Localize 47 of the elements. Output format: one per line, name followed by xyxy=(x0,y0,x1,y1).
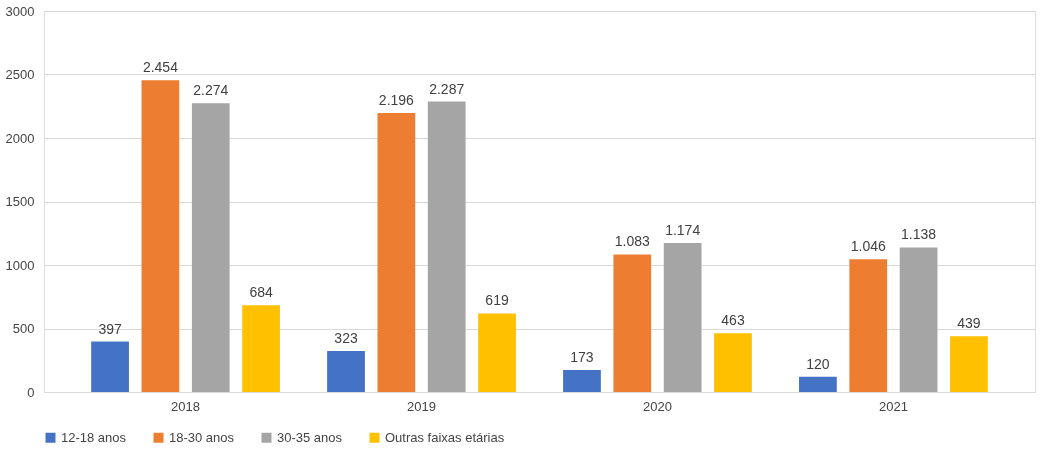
data-label: 120 xyxy=(806,355,830,372)
legend-label: 18-30 anos xyxy=(169,429,235,445)
x-tick-label: 2018 xyxy=(171,398,201,414)
data-label: 1.174 xyxy=(665,221,701,238)
data-label: 1.083 xyxy=(614,233,651,250)
x-tick-label: 2020 xyxy=(643,398,672,414)
y-tick-label: 3000 xyxy=(5,3,35,19)
bar xyxy=(327,350,365,392)
bar xyxy=(799,376,837,392)
data-label: 1.046 xyxy=(850,238,886,255)
bar xyxy=(478,313,516,392)
bar xyxy=(950,336,988,392)
x-tick-label: 2021 xyxy=(878,398,908,414)
bar xyxy=(427,101,466,392)
bar xyxy=(899,247,938,392)
legend-label: Outras faixas etárias xyxy=(385,429,505,445)
bar xyxy=(613,254,652,392)
bar xyxy=(563,370,601,392)
y-tick-label: 1500 xyxy=(5,194,35,209)
y-tick-label: 2000 xyxy=(5,130,35,146)
data-label: 684 xyxy=(249,284,273,301)
data-label: 2.274 xyxy=(193,82,229,99)
data-label: 439 xyxy=(957,315,981,332)
bar xyxy=(141,80,180,392)
data-label: 2.454 xyxy=(142,59,179,76)
legend-label: 30-35 anos xyxy=(277,429,343,445)
bar xyxy=(663,242,702,392)
legend-label: 12-18 anos xyxy=(61,429,127,445)
bar xyxy=(714,333,752,392)
data-label: 2.196 xyxy=(378,92,415,109)
x-tick-label: 2019 xyxy=(407,398,436,414)
data-label: 2.287 xyxy=(429,80,465,97)
data-label: 397 xyxy=(98,320,122,337)
bar xyxy=(91,341,129,392)
y-tick-label: 500 xyxy=(12,321,35,336)
bar xyxy=(242,305,280,392)
data-label: 463 xyxy=(721,312,745,329)
data-label: 323 xyxy=(334,329,358,346)
data-label: 1.138 xyxy=(901,226,937,243)
y-tick-label: 1000 xyxy=(5,257,35,273)
y-tick-label: 0 xyxy=(27,384,35,400)
y-tick-label: 2500 xyxy=(5,67,35,82)
data-label: 619 xyxy=(485,292,509,309)
bar xyxy=(191,103,230,392)
bar xyxy=(849,259,888,392)
bar xyxy=(377,113,416,392)
data-label: 173 xyxy=(570,349,594,366)
